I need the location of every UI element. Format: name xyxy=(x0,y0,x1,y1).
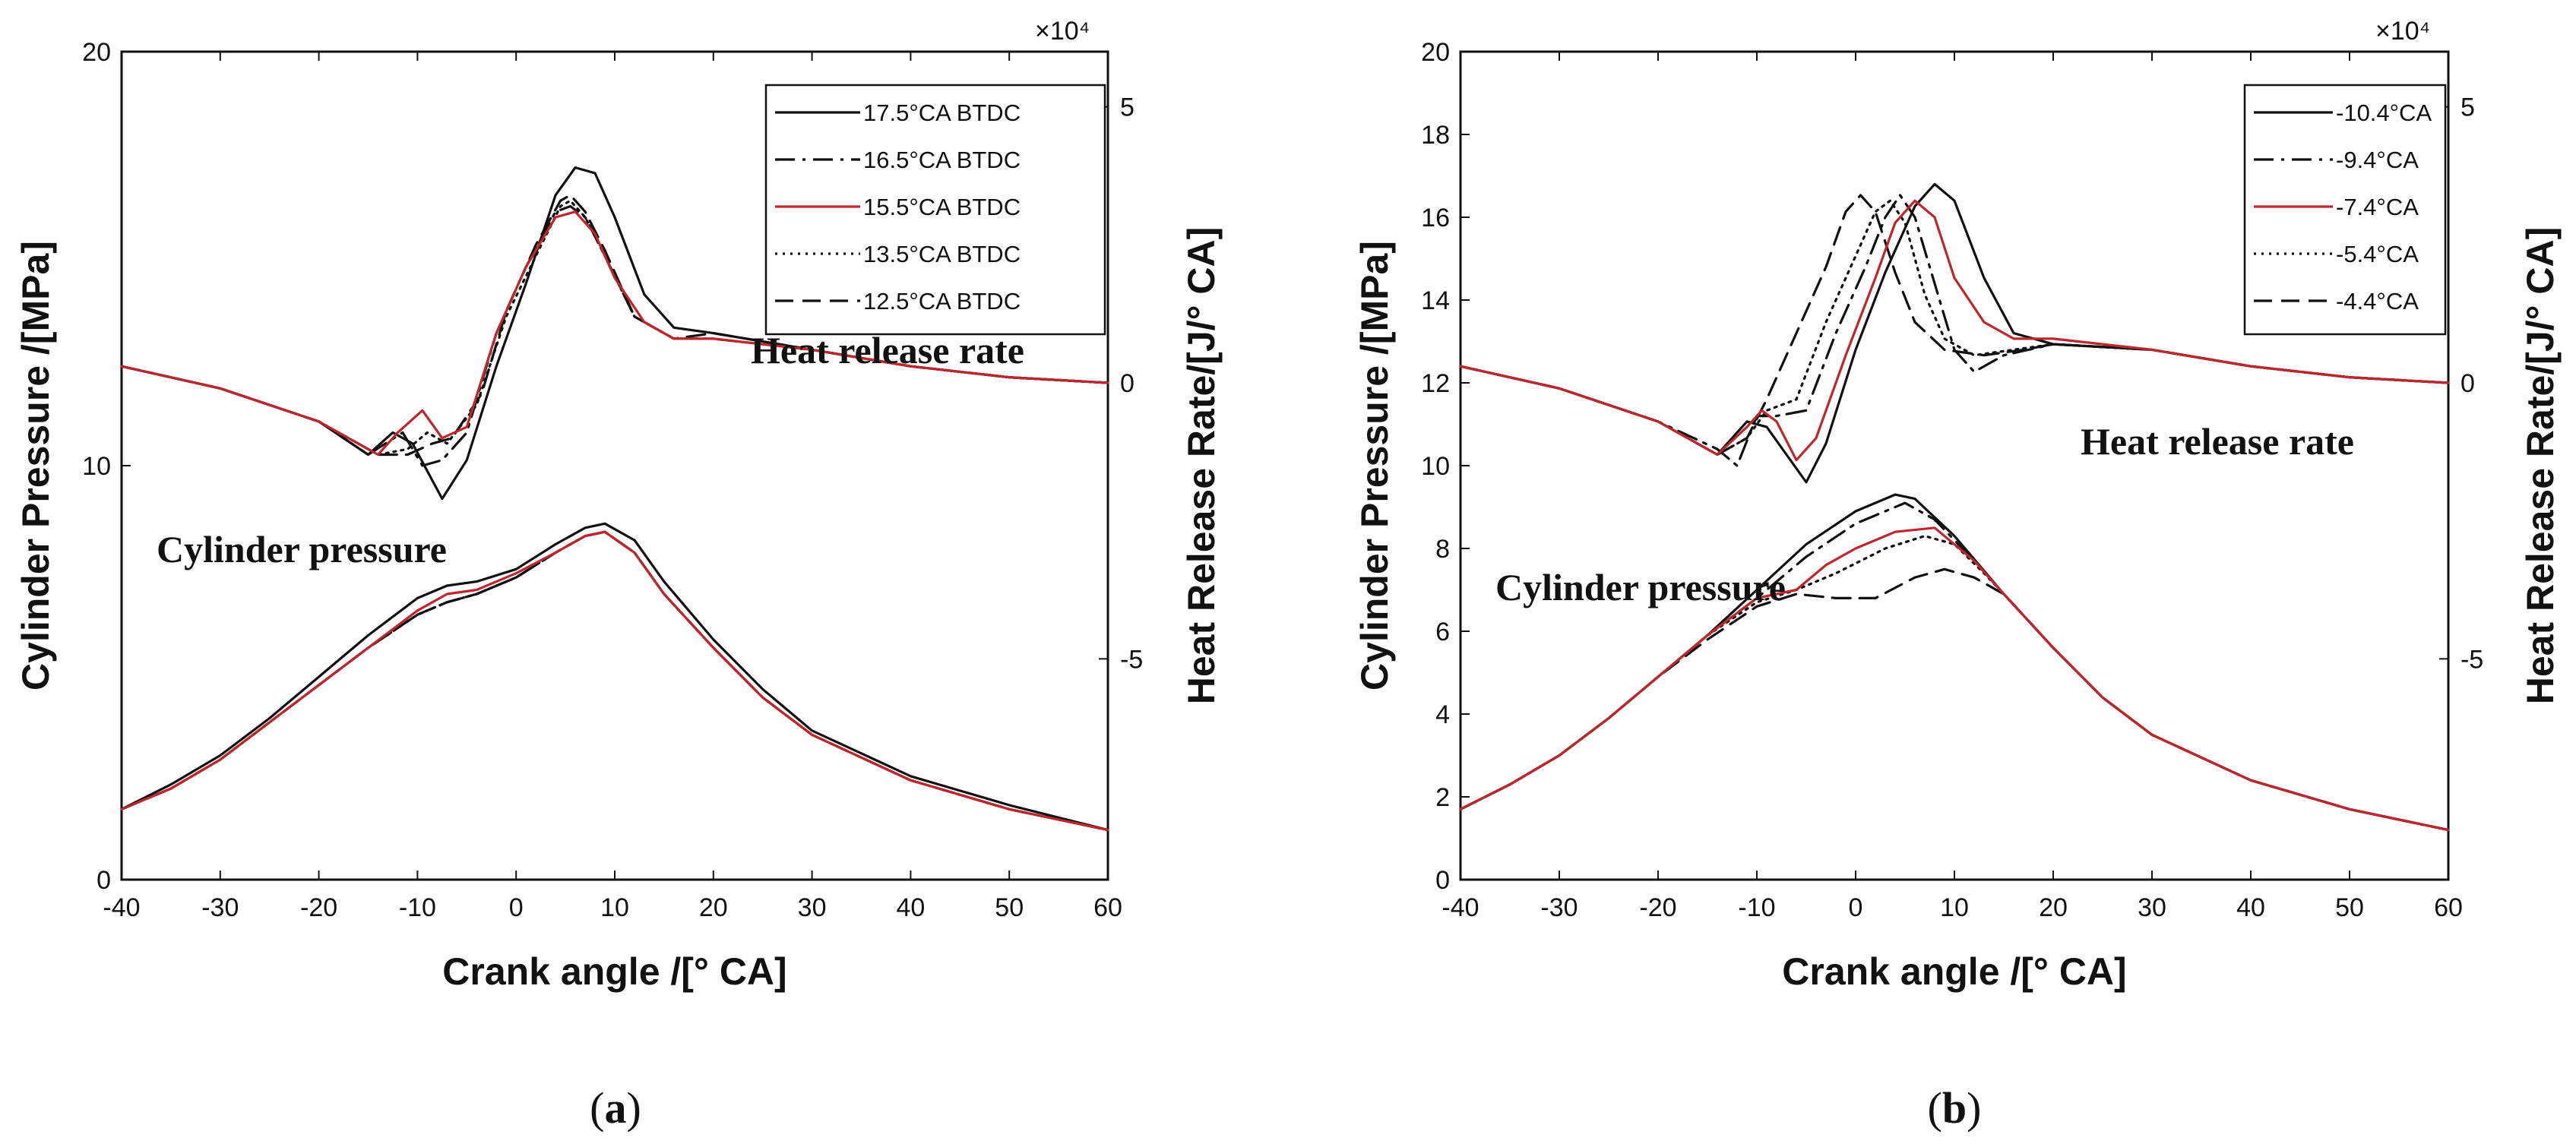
pressure-line-15-5-ca-btdc xyxy=(120,530,1109,832)
x-tick-label: -20 xyxy=(1639,893,1676,922)
panel-b-legend: -10.4°CA -9.4°CA -7.4°CA -5.4°CA -4.4°CA xyxy=(2243,84,2447,336)
panel-a-lines xyxy=(120,166,1109,832)
hrr-line-15-5-ca-btdc xyxy=(120,210,1109,457)
legend-label-10-4-ca: -10.4°CA xyxy=(2336,100,2432,126)
legend-label-17-5-ca-btdc: 17.5°CA BTDC xyxy=(863,100,1021,126)
panel-a-caption-open: ( xyxy=(590,1083,604,1133)
panel-b-annotation-hrr: Heat release rate xyxy=(2081,420,2354,463)
panel-b-right-multiplier: ×10⁴ xyxy=(2375,17,2430,46)
legend-label-16-5-ca-btdc: 16.5°CA BTDC xyxy=(863,147,1021,173)
panel-b-caption: (b) xyxy=(1928,1083,1982,1133)
panel-a-right-multiplier: ×10⁴ xyxy=(1035,17,1090,46)
y-left-tick-label: 0 xyxy=(1435,866,1450,895)
panel-b-caption-close: ) xyxy=(1967,1083,1981,1133)
panel-a-caption-close: ) xyxy=(627,1083,641,1133)
panel-b-y-right-label: Heat Release Rate/[J/° CA] xyxy=(2519,227,2562,705)
svg-text:(a): (a) xyxy=(590,1083,641,1133)
panel-a-legend-box xyxy=(764,84,1106,336)
legend-label-15-5-ca-btdc: 15.5°CA BTDC xyxy=(863,194,1021,220)
panel-a-annotation-pressure: Cylinder pressure xyxy=(157,528,447,570)
x-tick-label: 60 xyxy=(2434,893,2463,922)
x-tick-label: -40 xyxy=(1441,893,1479,922)
x-tick-label: -40 xyxy=(103,893,140,922)
panel-b-lines xyxy=(1459,182,2450,832)
y-right-tick-label: -5 xyxy=(2460,645,2483,674)
panel-b-caption-letter: b xyxy=(1942,1083,1967,1133)
panel-a-caption: (a) xyxy=(590,1083,641,1133)
panel-b-legend-box xyxy=(2243,84,2447,336)
y-left-tick-label: 4 xyxy=(1435,700,1450,729)
x-tick-label: 0 xyxy=(1849,893,1863,922)
panel-a-legend: 17.5°CA BTDC 16.5°CA BTDC 15.5°CA BTDC 13.5… xyxy=(764,84,1106,336)
x-tick-label: 30 xyxy=(2138,893,2166,922)
x-tick-label: -20 xyxy=(300,893,337,922)
y-right-tick-label: 0 xyxy=(2460,369,2475,398)
x-tick-label: -30 xyxy=(1540,893,1578,922)
y-right-tick-label: 5 xyxy=(2460,93,2475,122)
x-tick-label: -30 xyxy=(201,893,239,922)
x-tick-label: 20 xyxy=(699,893,728,922)
y-left-tick-label: 10 xyxy=(1421,452,1450,481)
legend-label-9-4-ca: -9.4°CA xyxy=(2336,147,2419,173)
panel-a-annotation-hrr: Heat release rate xyxy=(751,329,1024,371)
hrr-line-16-5-ca-btdc xyxy=(120,204,1109,467)
y-left-tick-label: 2 xyxy=(1435,783,1450,812)
hrr-line-12-5-ca-btdc xyxy=(120,194,1109,457)
legend-label-7-4-ca: -7.4°CA xyxy=(2336,194,2419,220)
x-tick-label: 40 xyxy=(2236,893,2265,922)
x-tick-label: 10 xyxy=(600,893,629,922)
x-tick-label: 0 xyxy=(509,893,524,922)
panel-a-x-axis-label: Crank angle /[° CA] xyxy=(442,950,786,993)
legend-label-13-5-ca-btdc: 13.5°CA BTDC xyxy=(863,241,1021,267)
legend-label-12-5-ca-btdc: 12.5°CA BTDC xyxy=(863,288,1021,314)
y-left-tick-label: 14 xyxy=(1421,286,1450,315)
panel-a-caption-letter: a xyxy=(605,1083,627,1133)
panel-a-y-right-label: Heat Release Rate/[J/° CA] xyxy=(1180,227,1223,705)
x-tick-label: -10 xyxy=(399,893,436,922)
panel-b-y-left-label: Cylinder Pressure /[MPa] xyxy=(1353,241,1396,691)
panel-b-x-axis-label: Crank angle /[° CA] xyxy=(1782,950,2126,993)
y-left-tick-label: 10 xyxy=(82,452,111,481)
panel-a-x-ticks: -40 -30 -20 -10 0 10 20 30 40 50 60 xyxy=(103,52,1122,922)
y-left-tick-label: 8 xyxy=(1435,535,1450,564)
panel-a-y-left-ticks: 0 10 20 xyxy=(82,38,131,895)
panel-b-annotation-pressure: Cylinder pressure xyxy=(1495,566,1786,608)
hrr-line-7-4-ca xyxy=(1459,199,2450,462)
y-left-tick-label: 12 xyxy=(1421,369,1450,398)
x-tick-label: 50 xyxy=(995,893,1024,922)
x-tick-label: -10 xyxy=(1738,893,1775,922)
y-left-tick-label: 16 xyxy=(1421,204,1450,232)
y-right-tick-label: -5 xyxy=(1120,645,1143,674)
panel-a-y-left-label: Cylinder Pressure /[MPa] xyxy=(14,241,57,691)
hrr-line-4-4-ca xyxy=(1459,194,2450,457)
y-left-tick-label: 20 xyxy=(82,38,111,67)
x-tick-label: 30 xyxy=(798,893,827,922)
pressure-line-17-5-ca-btdc xyxy=(120,522,1109,832)
y-left-tick-label: 0 xyxy=(97,866,111,895)
legend-label-5-4-ca: -5.4°CA xyxy=(2336,241,2419,267)
x-tick-label: 20 xyxy=(2039,893,2068,922)
panel-b-y-left-ticks: 0 2 4 6 8 10 12 14 16 18 20 xyxy=(1421,38,1470,895)
svg-text:(b): (b) xyxy=(1928,1083,1982,1133)
pressure-line-7-4-ca xyxy=(1459,526,2450,832)
y-left-tick-label: 6 xyxy=(1435,618,1450,646)
y-left-tick-label: 18 xyxy=(1421,121,1450,150)
pressure-line-4-4-ca xyxy=(1459,567,2450,832)
panel-b-caption-open: ( xyxy=(1928,1083,1942,1133)
panel-b: -40 -30 -20 -10 0 10 20 30 40 50 60 02468101214161… xyxy=(1353,17,2562,1133)
x-tick-label: 40 xyxy=(896,893,925,922)
x-tick-label: 60 xyxy=(1093,893,1122,922)
legend-label-4-4-ca: -4.4°CA xyxy=(2336,288,2419,314)
y-left-tick-label: 20 xyxy=(1421,38,1450,67)
panel-b-y-right-ticks: 5 0 -5 xyxy=(2439,93,2483,674)
x-tick-label: 50 xyxy=(2335,893,2364,922)
x-tick-label: 10 xyxy=(1940,893,1969,922)
panel-b-x-ticks: -40 -30 -20 -10 0 10 20 30 40 50 60 xyxy=(1441,52,2463,922)
y-right-tick-label: 5 xyxy=(1120,93,1135,122)
y-right-tick-label: 0 xyxy=(1120,369,1135,398)
panel-a-y-right-ticks: 5 0 -5 xyxy=(1099,93,1143,674)
